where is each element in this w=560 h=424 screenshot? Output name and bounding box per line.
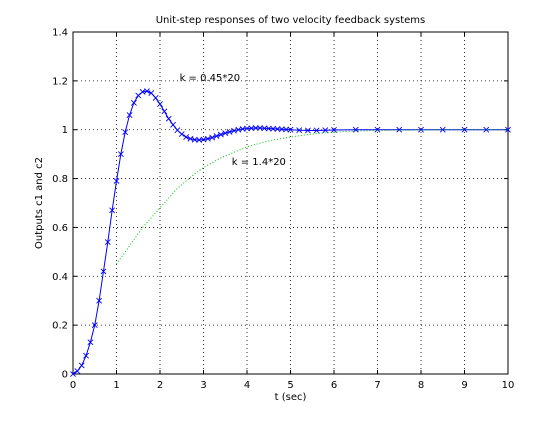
x-tick-label: 10 bbox=[502, 380, 515, 391]
y-tick-label: 1.2 bbox=[52, 76, 68, 87]
data-point-marker bbox=[144, 88, 150, 95]
data-point-marker bbox=[283, 126, 290, 133]
data-point-marker bbox=[213, 133, 220, 139]
data-point-marker bbox=[122, 129, 129, 136]
data-point-marker bbox=[70, 371, 76, 377]
data-point-marker bbox=[117, 151, 124, 158]
data-point-marker bbox=[161, 108, 168, 115]
data-point-marker bbox=[226, 128, 233, 135]
plot-area: 0 1 2 3 4 5 6 7 8 9 10 0 0.2 0.4 0.6 0.8 1 1.2 1.4 k = 0.45… bbox=[52, 28, 514, 392]
data-point-marker bbox=[287, 126, 294, 133]
data-point-marker bbox=[183, 134, 190, 140]
annotation-label-1: k = 0.45*20 bbox=[180, 73, 241, 84]
data-point-marker bbox=[483, 126, 490, 133]
data-point-marker bbox=[165, 115, 172, 122]
x-tick-label: 1 bbox=[113, 380, 119, 391]
data-point-marker bbox=[187, 135, 194, 142]
data-point-marker bbox=[126, 112, 133, 118]
data-point-marker bbox=[148, 90, 155, 96]
y-tick-label: 1.4 bbox=[52, 28, 68, 39]
x-tick-label: 6 bbox=[331, 380, 337, 391]
data-point-marker bbox=[191, 136, 198, 143]
data-point-marker bbox=[87, 339, 94, 346]
annotation-label-2: k = 1.4*20 bbox=[232, 157, 286, 168]
data-point-marker bbox=[304, 127, 311, 134]
series-line-1 bbox=[72, 90, 508, 375]
data-point-marker bbox=[331, 127, 337, 133]
data-point-marker bbox=[152, 95, 159, 101]
data-point-marker bbox=[91, 322, 98, 329]
data-point-marker bbox=[204, 135, 211, 142]
data-point-marker bbox=[461, 126, 468, 133]
data-point-marker bbox=[374, 126, 381, 133]
y-tick-label: 0 bbox=[62, 370, 68, 381]
data-point-marker bbox=[96, 297, 103, 304]
data-point-marker bbox=[265, 125, 272, 132]
data-point-marker bbox=[178, 131, 185, 138]
series-markers-1 bbox=[70, 88, 511, 377]
data-point-marker bbox=[270, 125, 277, 132]
data-point-marker bbox=[278, 126, 285, 133]
data-point-marker bbox=[83, 352, 89, 359]
data-point-marker bbox=[78, 362, 85, 369]
data-point-marker bbox=[352, 126, 359, 133]
x-tick-label: 0 bbox=[70, 380, 76, 391]
data-point-marker bbox=[130, 99, 137, 106]
data-point-marker bbox=[113, 178, 120, 184]
data-point-marker bbox=[209, 134, 216, 141]
x-tick-label: 5 bbox=[287, 380, 293, 391]
data-point-marker bbox=[135, 92, 142, 99]
data-point-marker bbox=[157, 101, 163, 107]
x-axis-title: t (sec) bbox=[275, 392, 307, 403]
x-tick-label: 7 bbox=[374, 380, 380, 391]
x-tick-label: 3 bbox=[200, 380, 206, 391]
chart-title: Unit-step responses of two velocity feed… bbox=[156, 15, 426, 26]
data-point-marker bbox=[248, 125, 255, 132]
y-axis-title: Outputs c1 and c2 bbox=[34, 157, 45, 249]
data-point-marker bbox=[109, 207, 116, 214]
x-tick-label: 2 bbox=[157, 380, 163, 391]
x-tick-label: 4 bbox=[244, 380, 250, 391]
data-point-marker bbox=[252, 125, 259, 131]
data-point-marker bbox=[296, 127, 303, 134]
x-tick-label: 9 bbox=[461, 380, 467, 391]
data-point-marker bbox=[100, 268, 107, 275]
y-tick-label: 0.8 bbox=[52, 174, 68, 185]
y-tick-label: 0.4 bbox=[52, 272, 68, 283]
data-point-marker bbox=[257, 125, 263, 131]
data-point-marker bbox=[217, 131, 224, 138]
data-point-marker bbox=[274, 126, 281, 132]
data-point-marker bbox=[170, 121, 176, 128]
data-point-marker bbox=[396, 126, 403, 133]
data-point-marker bbox=[222, 130, 229, 137]
y-tick-label: 0.2 bbox=[52, 321, 68, 332]
data-point-marker bbox=[231, 127, 237, 134]
x-tick-label: 8 bbox=[418, 380, 424, 391]
data-point-marker bbox=[104, 239, 111, 246]
data-point-marker bbox=[313, 127, 320, 134]
y-tick-label: 0.6 bbox=[52, 223, 68, 234]
y-tick-label: 1 bbox=[62, 125, 68, 136]
data-point-marker bbox=[261, 125, 268, 132]
data-point-marker bbox=[322, 127, 329, 134]
data-point-marker bbox=[74, 368, 81, 374]
data-point-marker bbox=[244, 125, 250, 132]
data-point-marker bbox=[439, 126, 446, 133]
